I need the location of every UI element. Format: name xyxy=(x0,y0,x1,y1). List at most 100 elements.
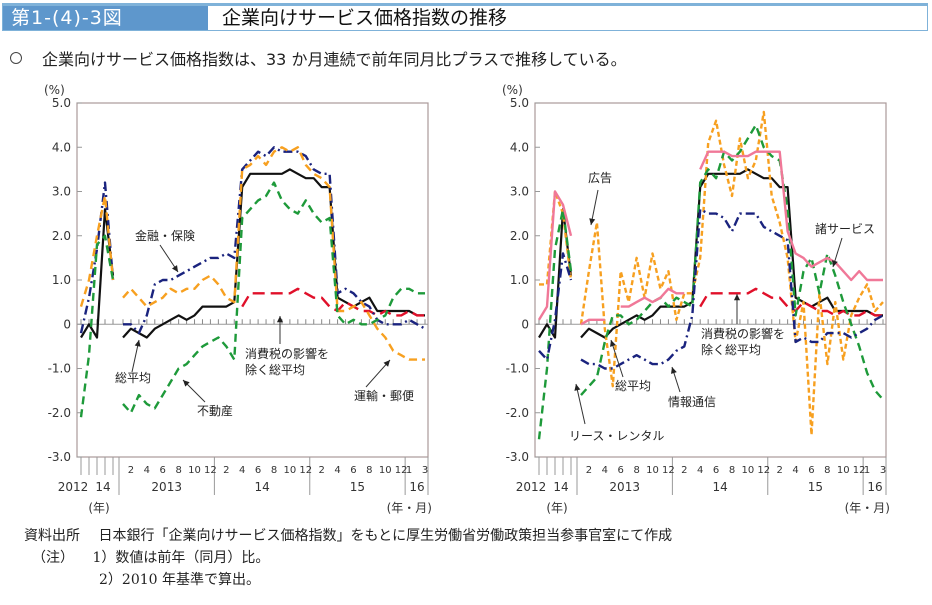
arrowhead-icon xyxy=(831,260,838,267)
y-tick-label: 3.0 xyxy=(510,185,529,199)
month-tick-label: 10 xyxy=(379,465,392,476)
series-line xyxy=(580,150,883,326)
annual-unit-label: (年) xyxy=(546,501,567,515)
month-tick-label: 2 xyxy=(318,465,324,476)
note-2-text: 2）2010 年基準で算出。 xyxy=(99,572,260,588)
bullet-circle-icon xyxy=(10,52,22,64)
month-tick-label: 12 xyxy=(299,465,312,476)
month-tick-label: 10 xyxy=(742,465,755,476)
annual-label: 14 xyxy=(553,480,568,494)
annotation-label: 金融・保険 xyxy=(135,228,195,243)
year-label: 14 xyxy=(712,480,727,494)
annotation-label: 総平均 xyxy=(115,371,151,385)
arrowhead-icon xyxy=(383,360,390,367)
month-tick-label: 4 xyxy=(239,465,245,476)
series-leasing xyxy=(537,123,884,440)
month-tick-label: 6 xyxy=(713,465,719,476)
y-axis-unit: (%) xyxy=(44,83,65,97)
annotation-label: 情報通信 xyxy=(668,395,716,409)
month-tick-label: 12 xyxy=(395,465,408,476)
chart-right: (%)5.04.03.02.01.00-1.0-2.0-3.02 4 6 8 10 12 2… xyxy=(502,83,890,515)
series-line xyxy=(241,287,425,317)
y-tick-label: 3.0 xyxy=(52,185,71,199)
series-line xyxy=(79,194,115,307)
source-label: 資料出所 xyxy=(24,528,80,544)
series-line xyxy=(122,146,425,361)
series-line xyxy=(537,208,573,440)
y-tick-label: 5.0 xyxy=(510,96,529,110)
month-tick-label: 10 xyxy=(837,465,850,476)
annotation-label: 運輸・郵便 xyxy=(354,388,414,403)
month-tick-label: 2 xyxy=(223,465,229,476)
annotation-arrow-line xyxy=(575,383,586,425)
series-line xyxy=(699,287,883,317)
annotation-label: 広告 xyxy=(588,171,612,185)
year-label: 2013 xyxy=(609,480,640,494)
note-label: （注） xyxy=(32,550,74,566)
year-label: 16 xyxy=(409,480,424,494)
year-label: 14 xyxy=(254,480,269,494)
series-excl_tax xyxy=(241,287,425,317)
month-tick-label: 8 xyxy=(729,465,735,476)
series-line xyxy=(123,146,426,335)
month-tick-label: 1 xyxy=(864,465,870,476)
y-tick-label: 2.0 xyxy=(510,229,529,243)
annotation-label: リース・レンタル xyxy=(569,429,664,443)
arrowhead-icon xyxy=(589,218,596,225)
series-line xyxy=(580,168,883,339)
annotation-label: 消費税の影響を xyxy=(245,346,329,361)
month-tick-label: 6 xyxy=(808,465,814,476)
series-line xyxy=(79,234,115,418)
series-line xyxy=(538,252,573,361)
month-tick-label: 8 xyxy=(271,465,277,476)
summary-line: 企業向けサービス価格指数は、33 か月連続で前年同月比プラスで推移している。 xyxy=(10,46,627,70)
annual-label: 14 xyxy=(95,480,110,494)
series-line xyxy=(122,181,425,414)
arrowhead-icon xyxy=(134,340,141,347)
year-label: 15 xyxy=(350,480,365,494)
y-tick-label: -2.0 xyxy=(506,406,529,420)
annotation-arrow-line xyxy=(610,339,624,378)
month-tick-label: 3 xyxy=(422,465,428,476)
series-line xyxy=(122,168,425,339)
month-tick-label: 12 xyxy=(662,465,675,476)
y-tick-label: -1.0 xyxy=(48,362,71,376)
x-axis-unit: (年・月) xyxy=(387,501,432,515)
annotation-label: 除く総平均 xyxy=(245,362,305,377)
series-real_estate xyxy=(79,181,425,418)
month-tick-label: 4 xyxy=(334,465,340,476)
y-tick-label: 4.0 xyxy=(510,140,529,154)
annotation-label: 諸サービス xyxy=(815,221,875,236)
month-tick-label: 4 xyxy=(697,465,703,476)
month-tick-label: 12 xyxy=(757,465,770,476)
series-line xyxy=(579,110,884,437)
figure-number: 第1-(4)-3図 xyxy=(3,6,208,30)
y-axis-unit: (%) xyxy=(502,83,523,97)
figure-header: 第1-(4)-3図 企業向けサービス価格指数の推移 xyxy=(2,3,928,31)
series-excl_tax xyxy=(699,287,883,317)
y-tick-label: 4.0 xyxy=(52,140,71,154)
y-tick-label: 1.0 xyxy=(510,273,529,287)
month-tick-label: 12 xyxy=(853,465,866,476)
annual-label: 2012 xyxy=(516,480,547,494)
year-label: 15 xyxy=(808,480,823,494)
source-note: 資料出所 日本銀行「企業向けサービス価格指数」をもとに厚生労働省労働政策担当参事… xyxy=(24,525,672,545)
summary-text: 企業向けサービス価格指数は、33 か月連続で前年同月比プラスで推移している。 xyxy=(42,50,627,69)
month-tick-label: 4 xyxy=(144,465,150,476)
series-line xyxy=(580,208,884,370)
month-tick-label: 10 xyxy=(646,465,659,476)
annotation-label: 総平均 xyxy=(615,379,651,393)
month-tick-label: 1 xyxy=(406,465,412,476)
arrowhead-icon xyxy=(574,384,581,391)
month-tick-label: 8 xyxy=(366,465,372,476)
arrowhead-icon xyxy=(171,265,178,272)
y-tick-label: 0 xyxy=(521,317,529,331)
series-line xyxy=(580,123,884,401)
y-tick-label: -1.0 xyxy=(506,362,529,376)
annual-label: 2012 xyxy=(58,480,89,494)
annotation-label: 消費税の影響を xyxy=(701,326,785,341)
y-tick-label: 0 xyxy=(63,317,71,331)
arrowhead-icon xyxy=(671,367,677,374)
note-2: 2）2010 年基準で算出。 xyxy=(99,569,260,589)
series-advertising xyxy=(539,110,884,437)
